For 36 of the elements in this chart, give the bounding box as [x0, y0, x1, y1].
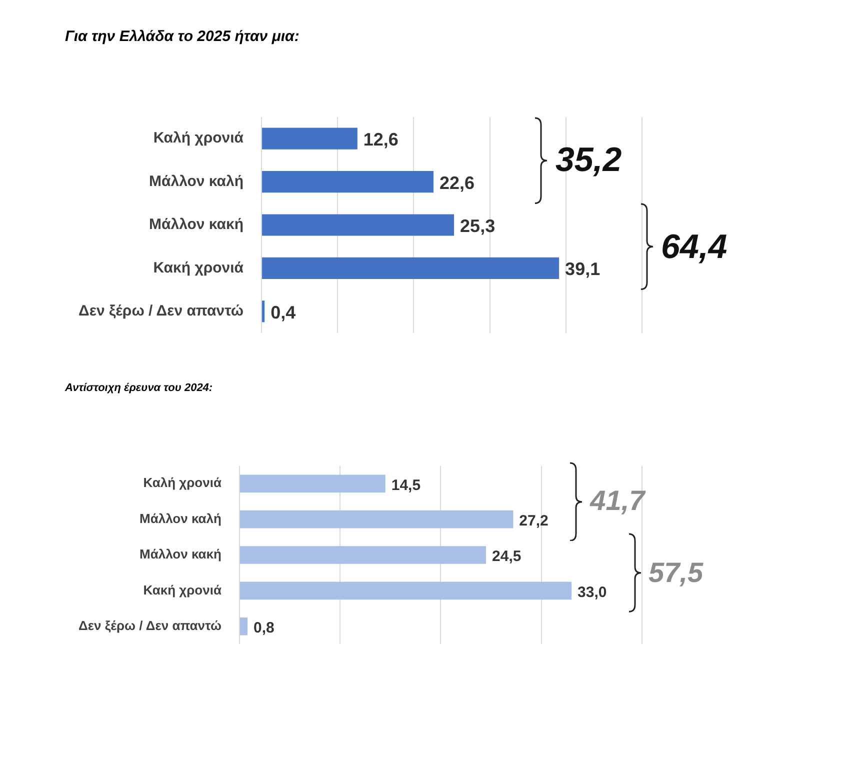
y-tick-label: Δεν ξέρω / Δεν απαντώ [78, 618, 222, 633]
y-tick-label: Μάλλον καλή [149, 172, 244, 190]
data-label: 22,6 [439, 172, 475, 193]
bar [240, 617, 248, 636]
data-label: 33,0 [578, 584, 607, 601]
y-tick-label: Δεν ξέρω / Δεν απαντώ [78, 302, 244, 320]
text: 57,5 [648, 556, 704, 588]
text: 64,4 [661, 228, 728, 266]
y-tick-label: Καλή χρονιά [153, 130, 244, 147]
bar [240, 510, 514, 528]
y-tick-label: Κακή χρονιά [153, 259, 244, 276]
bar [262, 171, 434, 193]
y-tick-label: Μάλλον καλή [140, 510, 222, 526]
y-tick-label: Κακή χρονιά [143, 582, 222, 598]
bar [240, 474, 386, 493]
bar [262, 300, 265, 322]
bar [240, 582, 572, 600]
bar [240, 546, 486, 564]
chart-title: Για την Ελλάδα το 2025 ήταν μια: [65, 28, 300, 45]
data-label: 12,6 [363, 130, 398, 150]
text: Αντίστοιχη έρευνα του 2024: [65, 382, 213, 394]
data-label: 0,4 [270, 302, 296, 322]
annotation: 41,7 [590, 485, 645, 516]
data-label: 14,5 [391, 476, 421, 494]
bar [262, 128, 358, 150]
y-tick-label: Μάλλον κακή [149, 216, 244, 234]
data-label: 39,1 [565, 259, 600, 280]
y-tick-label: Μάλλον κακή [140, 546, 222, 562]
data-label: 0,8 [254, 620, 274, 636]
bar [262, 257, 560, 279]
annotation: 35,2 [555, 141, 622, 180]
y-tick-label: Καλή χρονιά [143, 475, 222, 490]
data-label: 24,5 [492, 548, 522, 566]
data-label: 25,3 [460, 216, 496, 236]
data-label: 27,2 [519, 512, 548, 530]
bar [262, 214, 454, 236]
